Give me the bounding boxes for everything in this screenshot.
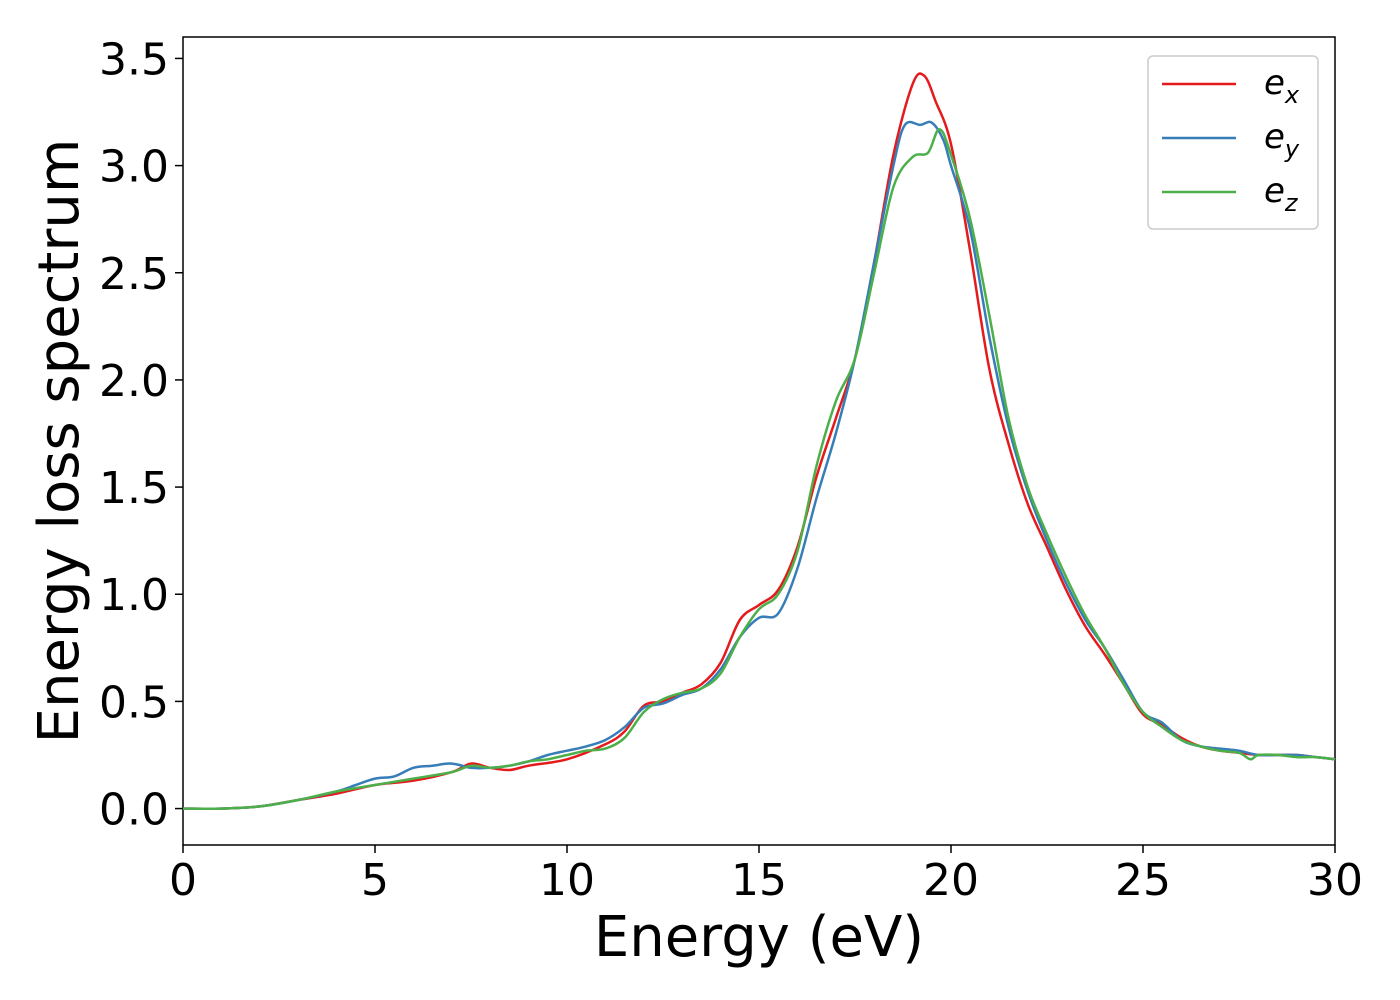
legend-label-e_z: ez bbox=[1264, 171, 1299, 217]
legend-label-main: e bbox=[1264, 171, 1285, 211]
series-line-e_z bbox=[182, 127, 1336, 810]
legend-label-main: e bbox=[1264, 117, 1285, 157]
y-tick-label: 1.5 bbox=[99, 463, 169, 514]
y-tick-label: 2.5 bbox=[99, 249, 169, 300]
x-axis-title: Energy (eV) bbox=[594, 905, 924, 970]
x-tick-label: 30 bbox=[1307, 855, 1363, 906]
series-lines bbox=[182, 72, 1336, 810]
legend-label-e_x: ex bbox=[1264, 63, 1300, 109]
x-tick-label: 10 bbox=[539, 855, 595, 906]
x-tick-label: 5 bbox=[361, 855, 389, 906]
y-tick-label: 3.0 bbox=[99, 142, 169, 193]
y-tick-label: 2.0 bbox=[99, 356, 169, 407]
x-tick-label: 15 bbox=[731, 855, 787, 906]
legend-box bbox=[1147, 55, 1319, 230]
legend-label-sub: x bbox=[1284, 81, 1300, 109]
y-tick-label: 0.5 bbox=[99, 677, 169, 728]
y-axis-title: Energy loss spectrum bbox=[27, 139, 92, 744]
legend-label-sub: z bbox=[1284, 189, 1299, 217]
y-tick-label: 1.0 bbox=[99, 570, 169, 621]
legend-label-sub: y bbox=[1284, 135, 1300, 163]
x-tick-label: 20 bbox=[923, 855, 979, 906]
y-axis-ticks: 0.0 0.5 1.0 1.5 2.0 2.5 3.0 3.5 bbox=[99, 34, 183, 836]
legend-label-main: e bbox=[1264, 63, 1285, 103]
x-tick-label: 25 bbox=[1115, 855, 1171, 906]
legend-label-e_y: ey bbox=[1264, 117, 1300, 163]
x-tick-label: 0 bbox=[169, 855, 197, 906]
y-tick-label: 3.5 bbox=[99, 34, 169, 85]
y-tick-label: 0.0 bbox=[99, 785, 169, 836]
x-axis-ticks: 0 5 10 15 20 25 30 bbox=[169, 845, 1363, 906]
